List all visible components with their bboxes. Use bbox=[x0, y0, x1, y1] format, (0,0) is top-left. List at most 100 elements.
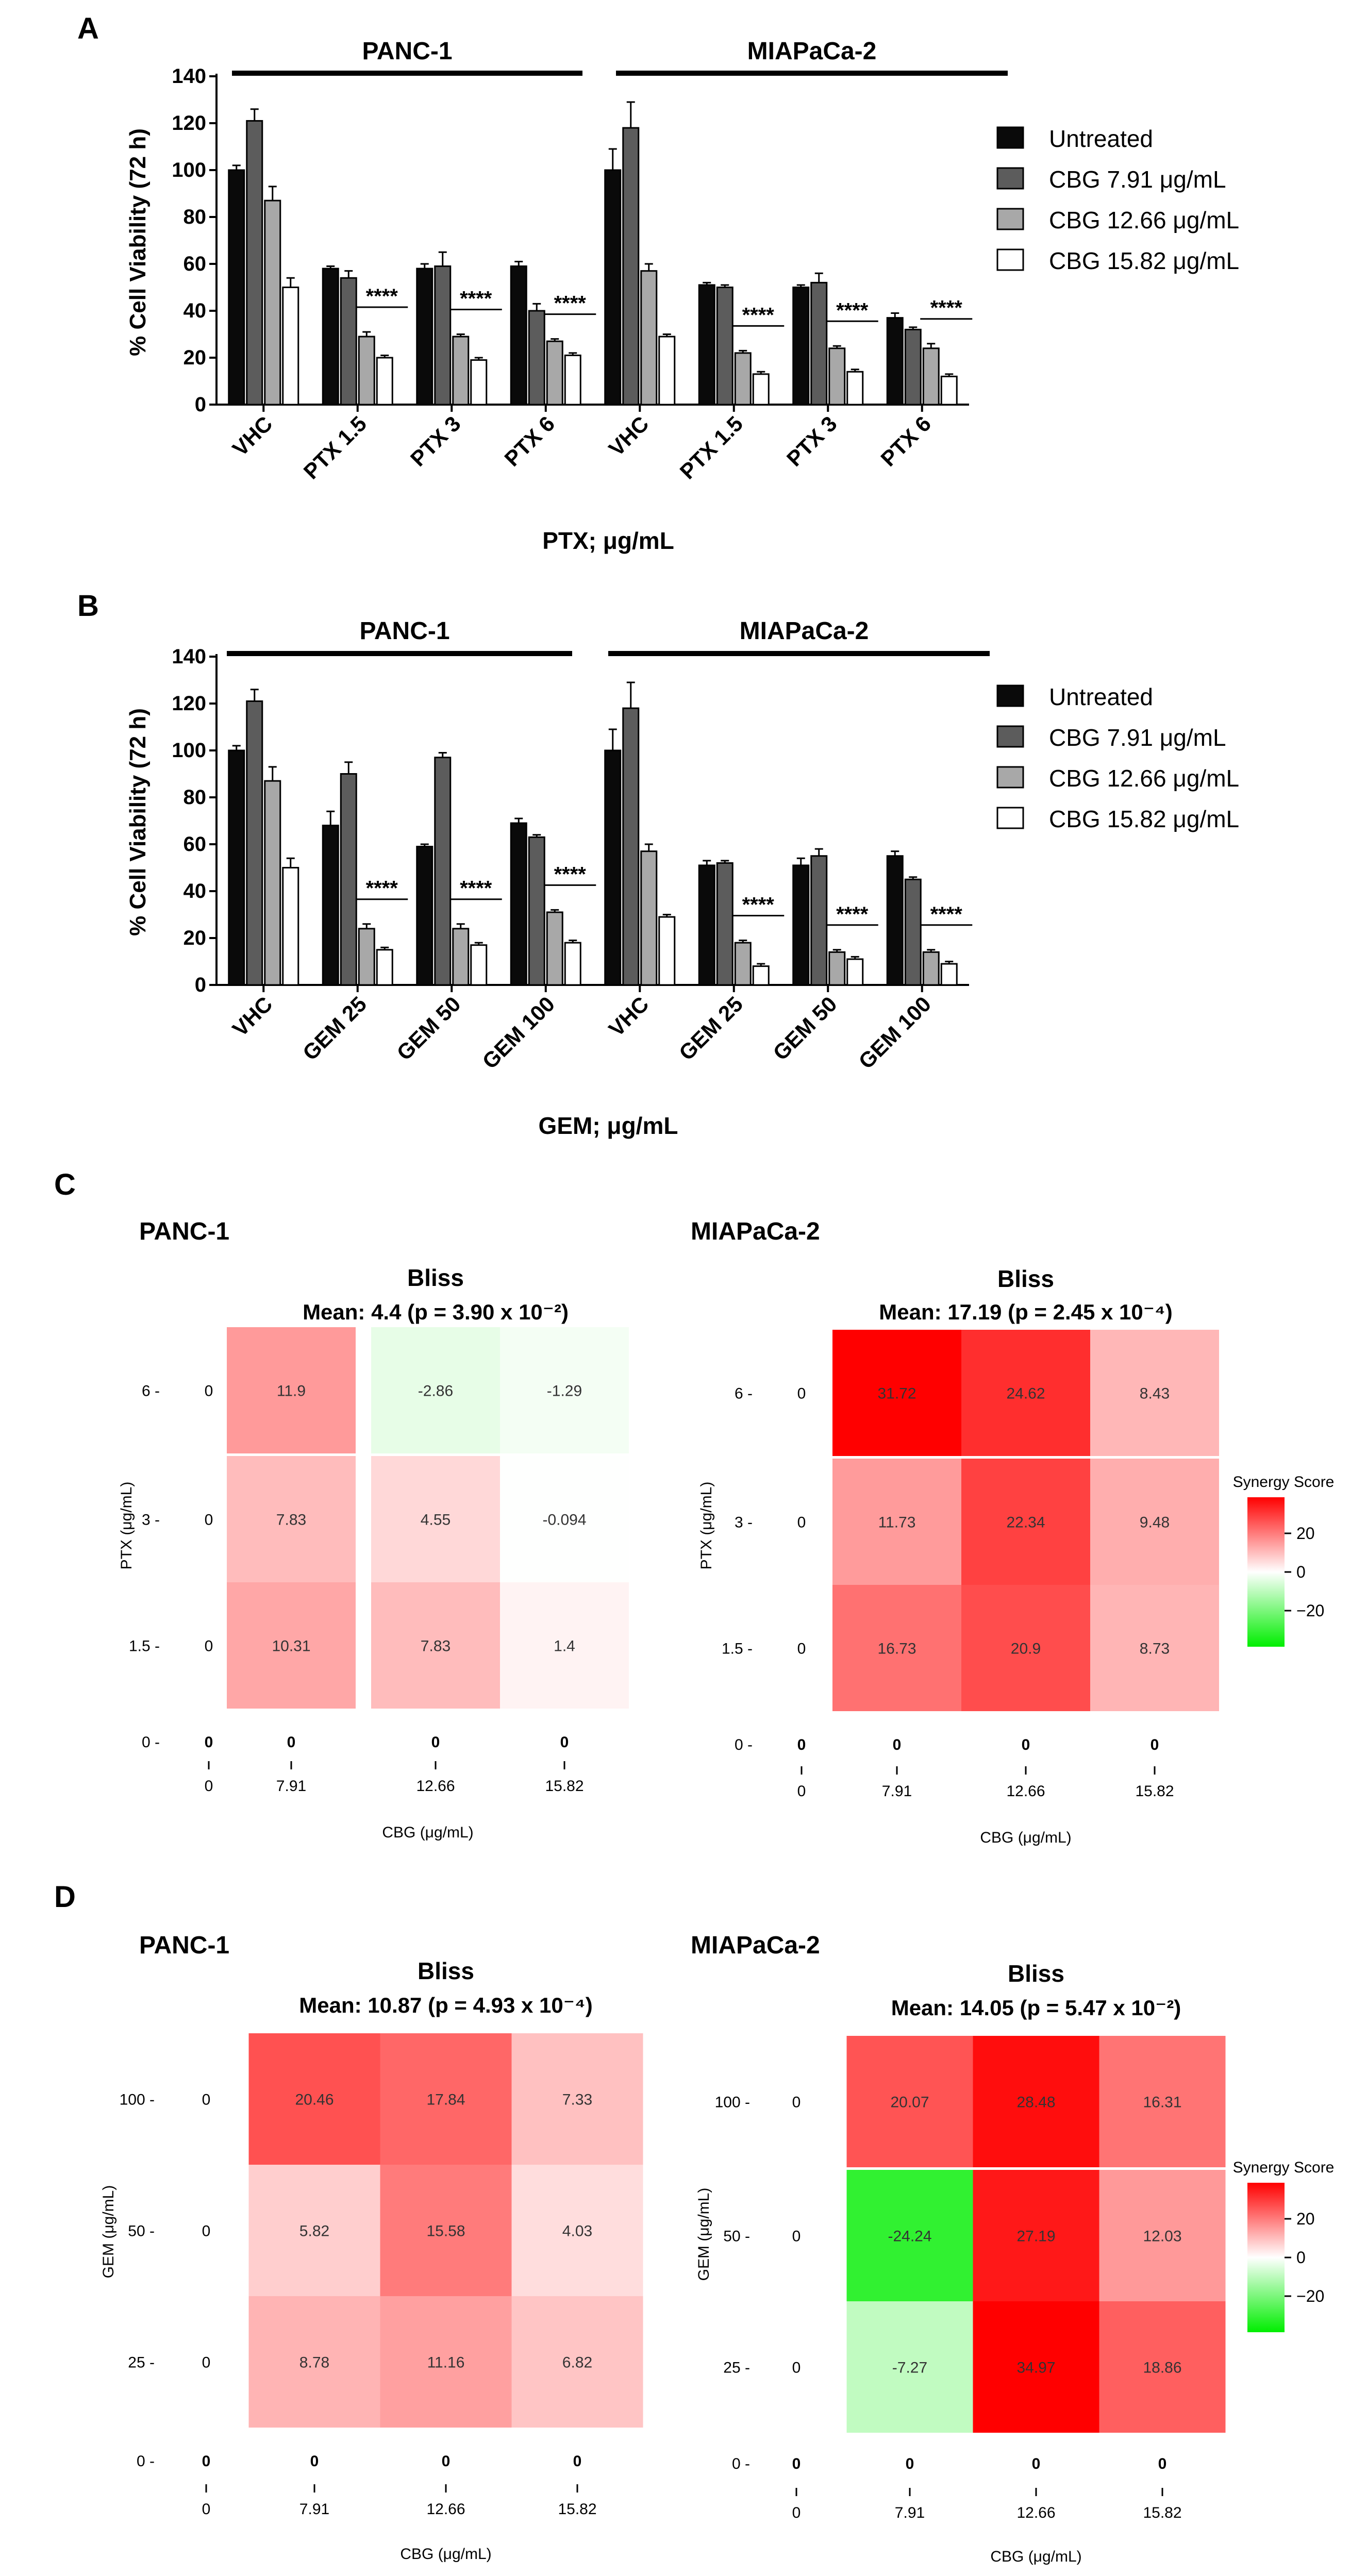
heatmap-cell-value: 0 bbox=[310, 2453, 319, 2470]
y-tick-label: 140 bbox=[172, 65, 206, 88]
colorbar-tick: 0 bbox=[1296, 1563, 1306, 1581]
y-axis-label: PTX (μg/mL) bbox=[698, 1482, 715, 1570]
panel-a-bars: VHC PTX 1.5 **** PTX 3 **** PTX 6 **** VHC PTX 1… bbox=[209, 74, 973, 484]
significance-label: **** bbox=[930, 297, 963, 320]
panel-a-group-label-panc1: PANC-1 bbox=[362, 38, 452, 65]
heatmap-cell-value: 4.03 bbox=[562, 2223, 592, 2240]
heatmap-c-miapaca2: MIAPaCa-2 Bliss Mean: 17.19 (p = 2.45 x 10… bbox=[691, 1218, 1219, 1846]
bar bbox=[698, 864, 715, 986]
significance-label: **** bbox=[554, 292, 587, 315]
x-axis-label: CBG (μg/mL) bbox=[400, 2546, 491, 2563]
legend-swatch-untreated bbox=[996, 684, 1024, 707]
heatmap-cell bbox=[500, 1582, 629, 1709]
bar bbox=[904, 878, 922, 986]
y-tick-label: 120 bbox=[172, 112, 206, 135]
bar bbox=[322, 267, 339, 406]
bar bbox=[622, 127, 640, 406]
panel-b: B PANC-1 MIAPaCa-2 % Cell Viability (72 … bbox=[77, 589, 990, 1139]
x-tick-label: 0 bbox=[205, 1778, 213, 1795]
legend-label: CBG 15.82 μg/mL bbox=[1049, 806, 1239, 832]
significance-label: **** bbox=[742, 304, 775, 326]
y-tick-label: 60 bbox=[184, 253, 207, 275]
heatmap-cell-value: 17.84 bbox=[426, 2092, 465, 2109]
heatmap-cell-value: 0 bbox=[202, 2092, 211, 2109]
heatmap-d-panc1: PANC-1 Bliss Mean: 10.87 (p = 4.93 x 10⁻⁴)… bbox=[100, 1932, 643, 2563]
panel-a: A PANC-1 MIAPaCa-2 % Cell Viability (72 … bbox=[77, 12, 1008, 554]
bar bbox=[792, 864, 810, 986]
heatmap-cell bbox=[248, 2165, 380, 2296]
heatmap-cell-value: 11.16 bbox=[427, 2354, 465, 2371]
x-tick-label: 15.82 bbox=[1143, 2504, 1181, 2521]
bar bbox=[510, 265, 527, 406]
bar bbox=[658, 336, 676, 406]
bar bbox=[564, 942, 581, 986]
heatmap-title: Bliss bbox=[1008, 1960, 1064, 1987]
cell-line-name: MIAPaCa-2 bbox=[691, 1932, 820, 1959]
heatmap-title: Bliss bbox=[407, 1264, 464, 1291]
bar bbox=[264, 780, 281, 986]
legend-label: CBG 7.91 μg/mL bbox=[1049, 724, 1226, 751]
heatmap-cell-value: 18.86 bbox=[1143, 2360, 1181, 2377]
heatmap-cell-value: 7.83 bbox=[276, 1512, 306, 1529]
heatmap-cell-value: 27.19 bbox=[1016, 2228, 1055, 2245]
y-tick-label: 6 - bbox=[142, 1383, 160, 1400]
y-tick-label: 80 bbox=[184, 786, 207, 809]
legend-label: CBG 15.82 μg/mL bbox=[1049, 247, 1239, 274]
heatmap-cell-value: 8.43 bbox=[1140, 1385, 1170, 1402]
bar bbox=[510, 822, 527, 986]
heatmap-cell-value: 8.78 bbox=[299, 2354, 329, 2371]
legend-swatch-cbg-12-66 bbox=[996, 208, 1024, 230]
heatmap-cell-value: 20.46 bbox=[295, 2092, 334, 2109]
heatmap-cell-value: 0 bbox=[792, 2228, 801, 2245]
x-tick-label: 15.82 bbox=[1135, 1783, 1174, 1800]
heatmap-cell bbox=[832, 1585, 961, 1711]
significance-label: **** bbox=[460, 877, 492, 900]
heatmap-cell bbox=[846, 2170, 973, 2301]
heatmap-cell bbox=[1099, 2170, 1226, 2301]
heatmap-cell-value: 0 bbox=[797, 1385, 806, 1402]
x-tick-label: 0 bbox=[202, 2501, 211, 2518]
bar bbox=[416, 267, 434, 406]
colorbar-title: Synergy Score bbox=[1233, 2159, 1335, 2176]
y-tick-label: 100 - bbox=[120, 2092, 155, 2109]
panel-a-y-ticks: 0 20 40 60 80 100 120 140 bbox=[172, 65, 206, 416]
heatmap-cell-value: 0 bbox=[287, 1734, 296, 1751]
colorbar-tick: 20 bbox=[1296, 1524, 1315, 1543]
panel-b-y-axis-label: % Cell Viability (72 h) bbox=[125, 708, 151, 936]
x-tick-label: GEM 100 bbox=[477, 992, 559, 1074]
bar bbox=[470, 944, 488, 986]
x-tick-label: 7.91 bbox=[299, 2501, 329, 2518]
heatmap-mean: Mean: 10.87 (p = 4.93 x 10⁻⁴) bbox=[299, 1993, 592, 2017]
y-tick-label: 80 bbox=[184, 206, 207, 228]
cell-line-name: PANC-1 bbox=[139, 1932, 229, 1959]
x-tick-label: VHC bbox=[228, 992, 277, 1041]
heatmap-cell bbox=[500, 1327, 629, 1453]
panel-b-bars: VHC GEM 25 **** GEM 50 **** GEM 100 **** VHC GEM… bbox=[209, 654, 973, 1074]
heatmap-cell-value: 34.97 bbox=[1016, 2360, 1055, 2377]
cell-line-name: MIAPaCa-2 bbox=[691, 1218, 820, 1245]
bar bbox=[358, 928, 375, 986]
legend-swatch-cbg-7-91 bbox=[996, 167, 1024, 190]
heatmap-cell bbox=[1099, 2301, 1226, 2433]
bar bbox=[846, 371, 864, 406]
heatmap-cell-value: 12.03 bbox=[1143, 2228, 1181, 2245]
heatmap-cell-value: 0 bbox=[442, 2453, 451, 2470]
bar bbox=[282, 287, 299, 406]
bar bbox=[658, 916, 676, 986]
x-tick-label: 12.66 bbox=[1006, 1783, 1045, 1800]
heatmap-cell-value: 11.73 bbox=[878, 1514, 916, 1531]
heatmap-cell-value: 0 bbox=[205, 1734, 213, 1751]
heatmap-cell-value: 0 bbox=[573, 2453, 582, 2470]
heatmap-cell-value: 31.72 bbox=[877, 1385, 916, 1402]
y-axis-label: GEM (μg/mL) bbox=[100, 2185, 117, 2279]
legend-label: CBG 12.66 μg/mL bbox=[1049, 207, 1239, 233]
panel-d-letter: D bbox=[54, 1880, 76, 1914]
bar bbox=[546, 340, 563, 406]
panel-b-letter: B bbox=[77, 589, 99, 623]
heatmap-cell bbox=[961, 1585, 1090, 1711]
bar bbox=[810, 855, 828, 986]
heatmap-cell bbox=[380, 2165, 512, 2296]
bar bbox=[564, 354, 581, 406]
heatmap-cell bbox=[511, 2165, 643, 2296]
y-tick-label: 60 bbox=[184, 833, 207, 856]
